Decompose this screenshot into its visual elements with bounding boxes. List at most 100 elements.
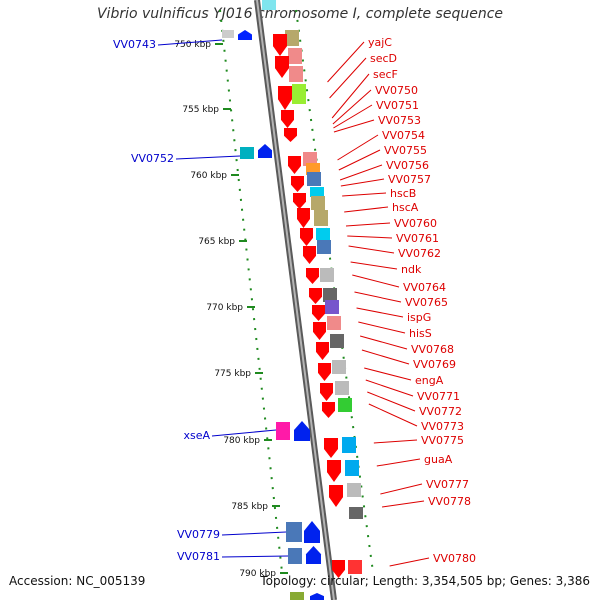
right-leader-line-19 <box>356 307 404 318</box>
right-gene-label-15: VV0762 <box>398 247 441 260</box>
right-gene-label-24: VV0771 <box>417 390 460 403</box>
gene-block-13 <box>317 240 331 254</box>
gene-block-16 <box>325 300 339 314</box>
gene-block-1 <box>262 0 276 10</box>
gene-box-bottom <box>290 592 304 600</box>
gene-block-2 <box>285 30 299 46</box>
right-gene-label-28: guaA <box>424 453 453 466</box>
scale-label-9: 790 kbp <box>239 569 276 579</box>
accession-text: Accession: NC_005139 <box>9 574 146 588</box>
right-gene-label-11: hscB <box>390 187 416 200</box>
right-leader-line-25 <box>367 391 416 412</box>
blue-gene-arrow-xsea <box>294 421 310 441</box>
right-gene-label-17: VV0764 <box>403 281 446 294</box>
backbone-highlight <box>256 0 335 600</box>
left-gene-label-4: VV0779 <box>177 528 220 541</box>
left-leader-line-3 <box>211 429 277 437</box>
right-leader-line-21 <box>359 335 408 350</box>
blue-gene-arrow-vv0752 <box>258 144 272 158</box>
right-leader-line-18 <box>354 291 402 303</box>
gene-block-12 <box>316 228 330 240</box>
blue-gene-arrow-vv0781 <box>306 546 321 564</box>
red-gene-arrow-9 <box>297 208 310 228</box>
right-gene-label-31: VV0780 <box>433 552 476 565</box>
right-gene-label-12: hscA <box>392 201 419 214</box>
scale-label-1: 750 kbp <box>174 40 211 50</box>
right-gene-label-9: VV0756 <box>386 159 429 172</box>
scale-label-4: 765 kbp <box>198 237 235 247</box>
blue-gene-arrow-vv0779 <box>304 521 320 543</box>
red-gene-arrow-20 <box>324 438 338 458</box>
red-gene-arrow-19 <box>322 402 335 418</box>
red-gene-arrow-1 <box>273 34 287 56</box>
gene-block-3 <box>288 48 302 64</box>
right-leader-line-26 <box>368 403 418 427</box>
red-gene-arrow-21 <box>327 460 341 482</box>
right-leader-line-13 <box>345 222 391 227</box>
right-leader-line-9 <box>339 164 383 181</box>
right-leader-line-1 <box>327 41 365 83</box>
red-gene-arrow-3 <box>278 86 292 110</box>
right-gene-label-25: VV0772 <box>419 405 462 418</box>
gene-box-vv0743 <box>222 30 234 38</box>
right-gene-label-27: VV0775 <box>421 434 464 447</box>
left-track-dotted-line <box>219 9 283 573</box>
gene-block-8 <box>307 172 321 186</box>
gene-block-17 <box>327 316 341 330</box>
red-gene-arrow-12 <box>306 268 319 284</box>
gene-box-xsea <box>276 422 290 440</box>
gene-block-24 <box>347 483 361 497</box>
right-leader-line-24 <box>365 379 414 397</box>
right-gene-label-23: engA <box>415 374 444 387</box>
right-leader-line-22 <box>361 349 410 365</box>
scale-label-8: 785 kbp <box>231 502 268 512</box>
gene-block-10 <box>311 196 325 210</box>
red-gene-arrow-22 <box>329 485 343 507</box>
right-gene-label-13: VV0760 <box>394 217 437 230</box>
gene-block-15 <box>323 288 337 302</box>
gene-block-5 <box>292 84 306 104</box>
gene-box-vv0781 <box>288 548 302 564</box>
red-gene-arrow-15 <box>313 322 326 340</box>
left-leader-line-2 <box>175 155 241 160</box>
red-gene-arrow-8 <box>293 193 306 209</box>
right-gene-label-26: VV0773 <box>421 420 464 433</box>
gene-block-20 <box>335 381 349 395</box>
right-leader-line-27 <box>373 439 418 444</box>
right-leader-line-8 <box>338 149 381 171</box>
right-gene-label-7: VV0754 <box>382 129 425 142</box>
red-gene-arrow-2 <box>275 56 289 78</box>
right-leader-line-29 <box>380 483 423 495</box>
red-gene-arrow-18 <box>320 383 333 401</box>
scale-label-2: 755 kbp <box>182 105 219 115</box>
right-leader-line-4 <box>332 89 372 125</box>
right-leader-line-31 <box>389 557 430 567</box>
scale-label-5: 770 kbp <box>206 303 243 313</box>
right-leader-line-6 <box>333 119 375 133</box>
left-gene-label-1: VV0743 <box>113 38 156 51</box>
red-gene-arrow-14 <box>312 305 325 321</box>
red-gene-arrow-10 <box>300 228 313 246</box>
right-gene-label-22: VV0769 <box>413 358 456 371</box>
right-leader-line-17 <box>352 274 400 288</box>
gene-block-23 <box>345 460 359 476</box>
right-leader-line-28 <box>376 458 421 467</box>
gene-block-18 <box>330 334 344 348</box>
right-leader-line-3 <box>331 73 370 119</box>
left-leader-line-5 <box>221 555 289 558</box>
gene-block-19 <box>332 360 346 374</box>
red-gene-arrow-7 <box>291 176 304 192</box>
right-gene-label-4: VV0750 <box>375 84 418 97</box>
gene-block-14 <box>320 268 334 282</box>
scale-label-3: 760 kbp <box>190 171 227 181</box>
right-leader-line-12 <box>344 206 389 213</box>
left-leader-line-1 <box>157 39 223 46</box>
right-leader-line-5 <box>333 104 373 129</box>
red-gene-arrow-5 <box>284 128 297 142</box>
right-gene-label-19: ispG <box>407 311 431 324</box>
red-gene-arrow-4 <box>281 110 294 128</box>
right-gene-label-3: secF <box>373 68 398 81</box>
gene-block-25 <box>349 507 363 519</box>
